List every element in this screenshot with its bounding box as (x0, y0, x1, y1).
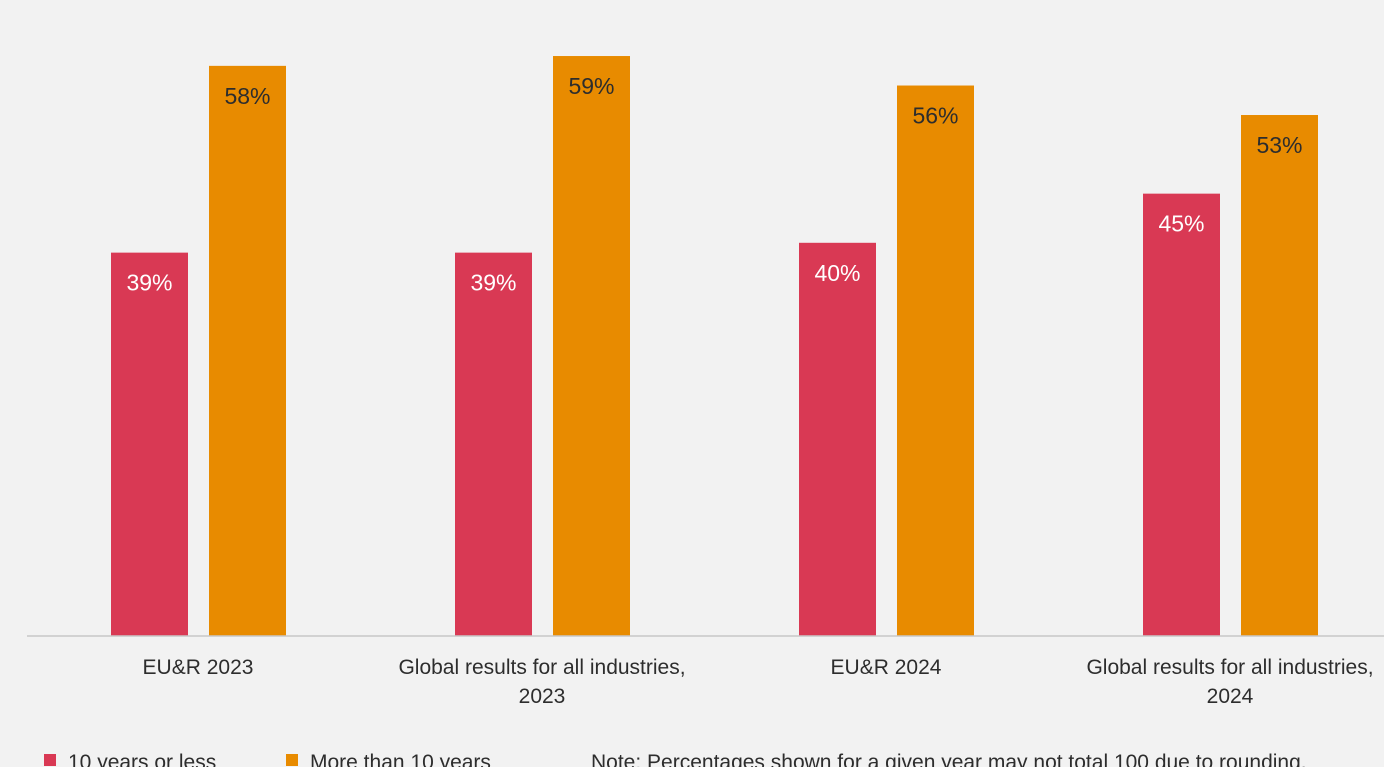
bar-value-label: 53% (1256, 132, 1302, 158)
bar-ten-years-or-less-2 (799, 242, 876, 637)
bar-more-than-ten-years-0 (209, 65, 286, 637)
legend-label: 10 years or less (68, 751, 216, 767)
legend-label: More than 10 years (310, 751, 491, 767)
category-label: EU&R 2023 (143, 656, 254, 679)
category-label: Global results for all industries, (1086, 656, 1373, 679)
bar-value-label: 39% (470, 270, 516, 296)
legend: 10 years or less More than 10 years Note: … (44, 751, 1307, 767)
bar-ten-years-or-less-0 (111, 252, 188, 636)
category-label: Global results for all industries, (398, 656, 685, 679)
bar-value-label: 59% (568, 73, 614, 99)
category-label: 2024 (1207, 685, 1254, 708)
bar-more-than-ten-years-3 (1241, 115, 1318, 636)
bar-value-label: 39% (126, 270, 172, 296)
bar-value-label: 58% (224, 83, 270, 109)
bar-value-label: 56% (912, 103, 958, 129)
bars-layer: 39% 39% 40% 45% 58% 59% 56% 53% (111, 56, 1318, 637)
bar-ten-years-or-less-3 (1143, 193, 1220, 636)
category-label: EU&R 2024 (831, 656, 942, 679)
bar-value-label: 40% (814, 260, 860, 286)
category-labels: EU&R 2023 Global results for all industri… (143, 656, 1374, 708)
bar-value-label: 45% (1158, 211, 1204, 237)
bar-ten-years-or-less-1 (455, 252, 532, 636)
bar-more-than-ten-years-1 (553, 56, 630, 636)
chart-note: Note: Percentages shown for a given year… (591, 751, 1307, 767)
category-label: 2023 (519, 685, 566, 708)
legend-swatch (44, 754, 56, 766)
bar-more-than-ten-years-2 (897, 85, 974, 636)
legend-swatch (286, 754, 298, 766)
